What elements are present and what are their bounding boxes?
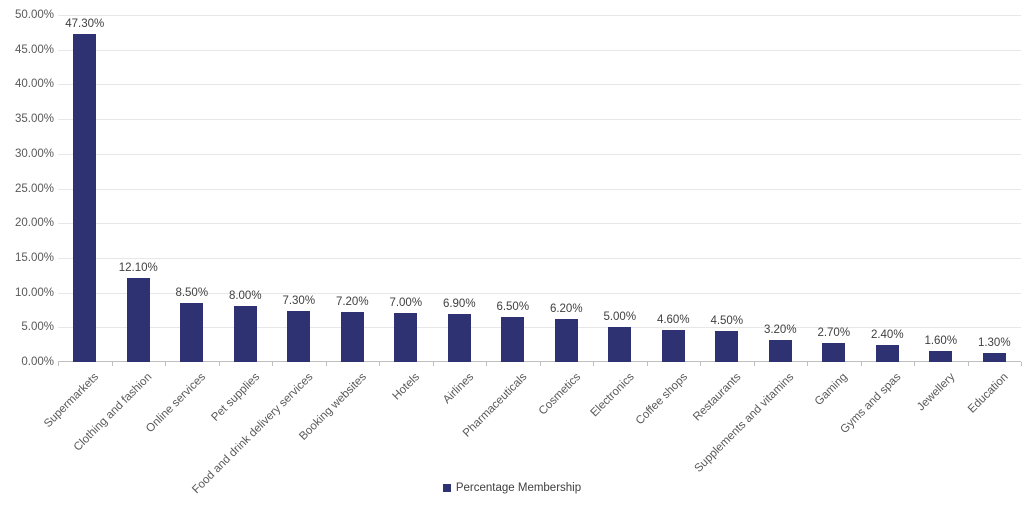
bar-value-label: 7.30% [282, 295, 316, 307]
bar-cosmetics [554, 319, 578, 362]
gridline [58, 15, 1021, 16]
bar-online-services [180, 303, 204, 362]
bar-hotels [394, 313, 418, 362]
x-axis-label: Electronics [587, 371, 637, 420]
axis-tick [807, 362, 808, 366]
x-axis-label: Cosmetics [536, 371, 583, 418]
axis-tick [753, 362, 755, 366]
legend: Percentage Membership [0, 482, 1024, 494]
bar-value-label: 4.50% [710, 315, 744, 327]
x-axis-label: Online services [144, 371, 209, 436]
legend-swatch-icon [442, 484, 451, 492]
plot-area: 47.30% 12.10% 8.50% 8.00% 7.30% 7.20% 7.00% 6.9… [58, 15, 1021, 362]
bar-gaming [822, 343, 846, 362]
axis-tick [646, 362, 648, 366]
legend-label: Percentage Membership [455, 482, 582, 494]
x-axis-line [58, 361, 1021, 362]
y-axis-label: 10.00% [14, 286, 54, 299]
axis-tick [593, 362, 594, 366]
x-axis-label: Restaurants [690, 371, 744, 424]
axis-tick [860, 362, 862, 366]
axis-tick [539, 362, 541, 366]
axis-tick [967, 362, 969, 366]
axis-tick [700, 362, 701, 366]
x-axis-label: Supplements and vitamins [692, 371, 797, 475]
bar-electronics [608, 327, 632, 362]
bar-value-label: 2.70% [817, 327, 851, 339]
x-axis-label: Supermarkets [42, 371, 102, 431]
y-axis-label: 30.00% [14, 147, 54, 160]
x-axis-label: Pet supplies [208, 371, 262, 424]
axis-tick [272, 362, 273, 366]
bar-value-label: 4.60% [656, 314, 690, 326]
x-axis-label: Hotels [390, 371, 423, 403]
bar-value-label: 47.30% [65, 18, 105, 30]
y-axis-label: 45.00% [14, 43, 54, 56]
y-axis-label: 35.00% [14, 113, 54, 126]
gridline [58, 327, 1021, 329]
y-axis-label: 50.00% [14, 9, 54, 21]
x-axis-label: Coffee shops [633, 371, 690, 428]
y-axis-label: 40.00% [14, 78, 54, 91]
gridline [58, 119, 1021, 121]
y-axis-label: 25.00% [14, 182, 54, 195]
bar-value-label: 6.90% [442, 298, 476, 310]
bar-pet-supplies [233, 306, 257, 362]
x-axis-label: Education [966, 371, 1011, 416]
axis-tick [111, 362, 113, 366]
bar-value-label: 7.00% [389, 297, 423, 309]
bar-value-label: 7.20% [335, 296, 369, 308]
bar-clothing-and-fashion [126, 278, 150, 362]
bar-food-and-drink-delivery-services [287, 311, 311, 362]
bar-value-label: 6.50% [496, 301, 530, 313]
axis-tick [1021, 362, 1022, 366]
x-axis-label: Gaming [813, 371, 851, 408]
bar-value-label: 3.20% [763, 324, 797, 336]
gridline [58, 257, 1021, 259]
gridline [58, 153, 1021, 155]
bar-value-label: 12.10% [118, 262, 158, 274]
axis-tick [58, 362, 59, 366]
bar-jewellery [929, 351, 953, 362]
y-axis-label: 15.00% [14, 251, 54, 264]
bar-value-label: 8.00% [228, 290, 262, 302]
gridline [58, 49, 1021, 51]
bar-coffee-shops [661, 330, 685, 362]
bar-value-label: 1.60% [924, 335, 958, 347]
bar-supplements-and-vitamins [768, 340, 792, 362]
bar-value-label: 1.30% [977, 337, 1011, 349]
axis-tick [379, 362, 380, 366]
bar-value-label: 8.50% [175, 287, 209, 299]
bar-value-label: 2.40% [870, 329, 904, 341]
bar-supermarkets [73, 34, 97, 362]
y-axis-label: 0.00% [21, 356, 54, 368]
gridline [58, 84, 1021, 86]
gridline [58, 188, 1021, 190]
axis-tick [218, 362, 220, 366]
bar-education [982, 353, 1006, 362]
bar-value-label: 5.00% [603, 311, 637, 323]
bar-restaurants [715, 331, 739, 362]
axis-tick [486, 362, 487, 366]
bar-booking-websites [340, 312, 364, 362]
bar-pharmaceuticals [501, 317, 525, 362]
gridline [58, 292, 1021, 294]
x-axis-label: Airlines [440, 371, 476, 407]
axis-tick [325, 362, 327, 366]
axis-tick [432, 362, 434, 366]
gridline [58, 223, 1021, 225]
bar-gyms-and-spas [875, 345, 899, 362]
x-axis-label: Jewellery [914, 371, 958, 414]
axis-tick [914, 362, 915, 366]
y-axis-label: 20.00% [14, 217, 54, 230]
bar-value-label: 6.20% [549, 303, 583, 315]
y-axis-label: 5.00% [21, 321, 54, 334]
axis-tick [165, 362, 166, 366]
bar-airlines [447, 314, 471, 362]
